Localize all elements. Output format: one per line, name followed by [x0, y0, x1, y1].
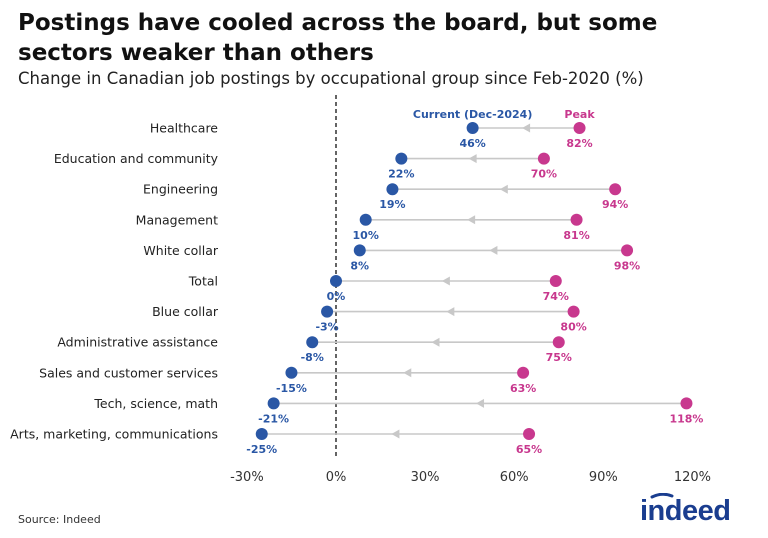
current-dot: [359, 213, 372, 226]
category-label: Tech, science, math: [93, 396, 218, 411]
direction-arrow-icon: [467, 215, 476, 225]
peak-dot: [609, 183, 622, 196]
source-note: Source: Indeed: [18, 513, 101, 526]
peak-value-label: 63%: [510, 382, 536, 395]
category-label: Total: [188, 274, 218, 289]
current-dot: [353, 244, 366, 257]
category-label: Healthcare: [150, 121, 218, 136]
peak-dot: [680, 397, 693, 410]
peak-dot: [523, 428, 536, 440]
current-value-label: 0%: [327, 290, 346, 303]
x-tick-label: 60%: [500, 470, 529, 485]
direction-arrow-icon: [522, 123, 531, 133]
x-tick-label: 0%: [326, 470, 347, 485]
current-dot: [306, 336, 319, 349]
peak-dot: [517, 366, 530, 379]
category-label: Sales and customer services: [39, 365, 218, 380]
current-value-label: 46%: [459, 137, 485, 150]
x-tick-label: -30%: [230, 470, 264, 485]
current-dot: [395, 152, 408, 165]
category-label: Education and community: [54, 151, 219, 166]
current-value-label: 22%: [388, 168, 414, 181]
current-dot: [466, 122, 479, 134]
direction-arrow-icon: [476, 398, 485, 408]
category-label: Management: [136, 212, 218, 227]
current-dot: [285, 366, 298, 379]
category-label: White collar: [143, 243, 218, 258]
indeed-logo-text: indeed: [640, 495, 731, 527]
chart-subtitle: Change in Canadian job postings by occup…: [18, 69, 644, 88]
peak-dot: [570, 213, 583, 226]
current-dot: [386, 183, 399, 196]
peak-value-label: 118%: [669, 412, 703, 425]
peak-dot: [621, 244, 634, 257]
peak-value-label: 70%: [531, 168, 557, 181]
peak-value-label: 65%: [516, 443, 542, 456]
current-value-label: 8%: [350, 259, 369, 272]
current-value-label: -15%: [276, 382, 307, 395]
category-label: Arts, marketing, communications: [10, 427, 218, 442]
legend-current-label: Current (Dec-2024): [413, 108, 532, 121]
direction-arrow-icon: [446, 307, 455, 317]
peak-value-label: 80%: [560, 321, 586, 334]
legend-peak-label: Peak: [564, 108, 595, 121]
current-value-label: 10%: [353, 229, 379, 242]
direction-arrow-icon: [431, 337, 440, 347]
indeed-logo: indeed: [628, 493, 748, 533]
direction-arrow-icon: [499, 184, 508, 194]
peak-dot: [549, 275, 562, 287]
peak-dot: [573, 122, 586, 134]
current-dot: [330, 275, 342, 287]
peak-value-label: 75%: [546, 351, 572, 364]
current-value-label: -25%: [246, 443, 277, 456]
direction-arrow-icon: [391, 429, 400, 439]
peak-dot: [537, 152, 550, 165]
peak-dot: [567, 305, 580, 318]
x-tick-label: 90%: [589, 470, 618, 485]
peak-value-label: 74%: [543, 290, 569, 303]
x-tick-label: 30%: [411, 470, 440, 485]
peak-value-label: 81%: [563, 229, 589, 242]
current-value-label: -8%: [301, 351, 324, 364]
current-value-label: -21%: [258, 412, 289, 425]
peak-value-label: 94%: [602, 198, 628, 211]
peak-dot: [552, 336, 565, 349]
chart-title: Postings have cooled across the board, b…: [18, 10, 658, 66]
current-value-label: -3%: [315, 321, 338, 334]
x-tick-label: 120%: [674, 470, 711, 485]
direction-arrow-icon: [489, 245, 498, 255]
current-value-label: 19%: [379, 198, 405, 211]
direction-arrow-icon: [403, 368, 412, 378]
category-label: Administrative assistance: [57, 335, 218, 350]
peak-value-label: 82%: [566, 137, 592, 150]
current-dot: [255, 428, 268, 440]
direction-arrow-icon: [468, 154, 477, 164]
category-label: Engineering: [143, 182, 218, 197]
current-dot: [267, 397, 280, 410]
indeed-logo-arc-icon: [650, 493, 674, 499]
direction-arrow-icon: [441, 276, 450, 286]
peak-value-label: 98%: [614, 259, 640, 272]
category-label: Blue collar: [152, 304, 219, 319]
current-dot: [321, 305, 334, 318]
